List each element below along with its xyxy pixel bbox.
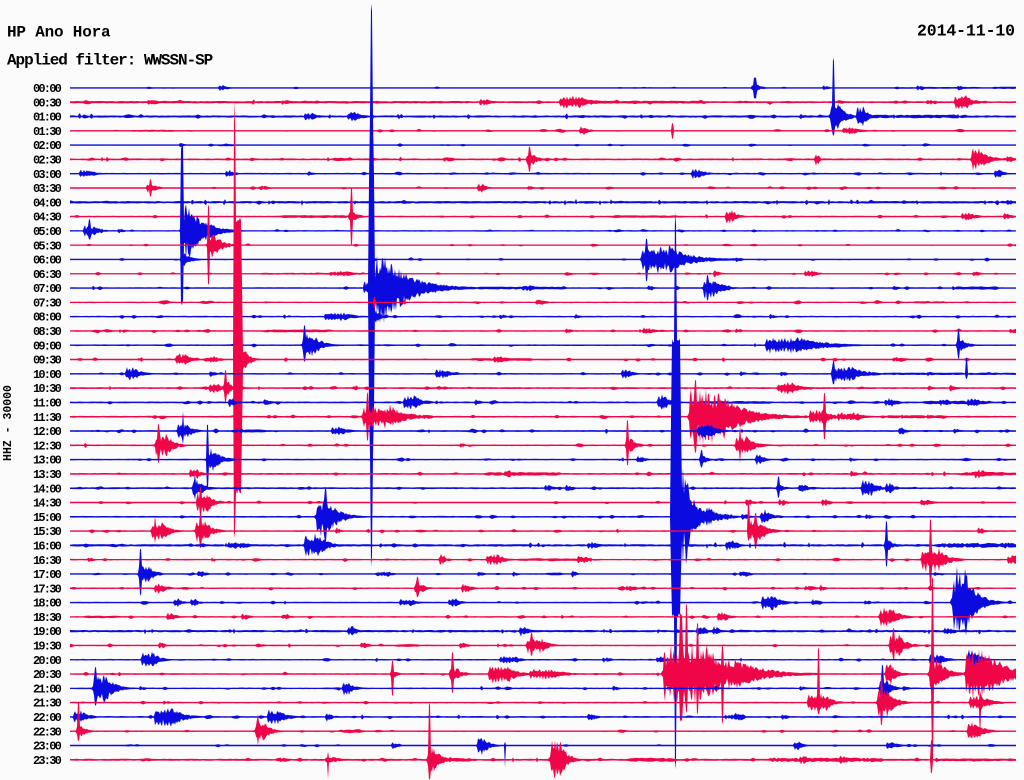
- svg-text:19:00: 19:00: [33, 625, 62, 639]
- svg-text:16:30: 16:30: [33, 554, 62, 568]
- svg-text:13:00: 13:00: [33, 454, 62, 468]
- svg-text:HHZ - 30000: HHZ - 30000: [2, 385, 15, 461]
- svg-text:15:00: 15:00: [33, 511, 62, 525]
- svg-text:11:30: 11:30: [33, 411, 62, 425]
- svg-text:20:00: 20:00: [33, 654, 62, 668]
- svg-text:02:30: 02:30: [33, 154, 62, 168]
- svg-text:20:30: 20:30: [33, 668, 62, 682]
- svg-text:04:00: 04:00: [33, 196, 62, 210]
- svg-text:00:30: 00:30: [33, 96, 62, 110]
- svg-text:05:00: 05:00: [33, 225, 62, 239]
- svg-text:05:30: 05:30: [33, 239, 62, 253]
- svg-text:07:00: 07:00: [33, 282, 62, 296]
- svg-text:19:30: 19:30: [33, 640, 62, 654]
- svg-text:22:00: 22:00: [33, 711, 62, 725]
- svg-text:21:00: 21:00: [33, 682, 62, 696]
- svg-text:14:00: 14:00: [33, 482, 62, 496]
- svg-text:13:30: 13:30: [33, 468, 62, 482]
- svg-text:01:30: 01:30: [33, 125, 62, 139]
- svg-text:HP Ano Hora: HP Ano Hora: [7, 23, 111, 41]
- svg-text:10:00: 10:00: [33, 368, 62, 382]
- svg-text:06:00: 06:00: [33, 254, 62, 268]
- svg-text:08:00: 08:00: [33, 311, 62, 325]
- svg-text:00:00: 00:00: [33, 82, 62, 96]
- svg-text:11:00: 11:00: [33, 397, 62, 411]
- svg-text:15:30: 15:30: [33, 525, 62, 539]
- svg-text:17:00: 17:00: [33, 568, 62, 582]
- svg-text:06:30: 06:30: [33, 268, 62, 282]
- svg-text:23:30: 23:30: [33, 754, 62, 768]
- svg-text:03:00: 03:00: [33, 168, 62, 182]
- svg-text:09:30: 09:30: [33, 354, 62, 368]
- svg-text:16:00: 16:00: [33, 540, 62, 554]
- svg-text:01:00: 01:00: [33, 111, 62, 125]
- svg-text:12:30: 12:30: [33, 439, 62, 453]
- svg-text:2014-11-10: 2014-11-10: [917, 22, 1015, 41]
- svg-text:21:30: 21:30: [33, 697, 62, 711]
- svg-text:12:00: 12:00: [33, 425, 62, 439]
- svg-text:18:00: 18:00: [33, 597, 62, 611]
- svg-text:07:30: 07:30: [33, 296, 62, 310]
- svg-text:17:30: 17:30: [33, 582, 62, 596]
- svg-text:Applied filter: WWSSN-SP: Applied filter: WWSSN-SP: [7, 51, 213, 69]
- svg-text:03:30: 03:30: [33, 182, 62, 196]
- svg-text:09:00: 09:00: [33, 339, 62, 353]
- svg-text:18:30: 18:30: [33, 611, 62, 625]
- svg-text:08:30: 08:30: [33, 325, 62, 339]
- svg-text:10:30: 10:30: [33, 382, 62, 396]
- svg-text:02:00: 02:00: [33, 139, 62, 153]
- svg-text:23:00: 23:00: [33, 740, 62, 754]
- svg-text:22:30: 22:30: [33, 725, 62, 739]
- svg-text:04:30: 04:30: [33, 211, 62, 225]
- svg-text:14:30: 14:30: [33, 497, 62, 511]
